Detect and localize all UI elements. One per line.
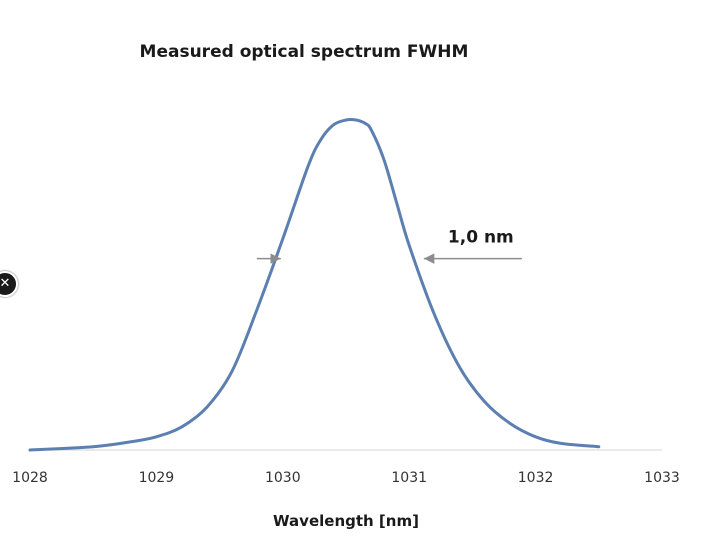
x-tick-label: 1032 [518,470,554,486]
x-axis-label: Wavelength [nm] [273,512,419,530]
fwhm-label: 1,0 nm [448,228,514,248]
spectrum-series-line [28,117,601,452]
x-tick-label: 1030 [265,470,301,486]
x-axis-ticks: 1028 1029 1030 1031 1032 1033 [12,470,680,486]
x-tick-label: 1028 [12,470,48,486]
x-tick-label: 1029 [139,470,175,486]
x-tick-label: 1033 [644,470,680,486]
x-tick-label: 1031 [391,470,427,486]
chart-title: Measured optical spectrum FWHM [140,42,469,62]
fwhm-annotation: 1,0 nm [256,228,522,264]
close-icon[interactable]: ✕ [0,271,18,297]
